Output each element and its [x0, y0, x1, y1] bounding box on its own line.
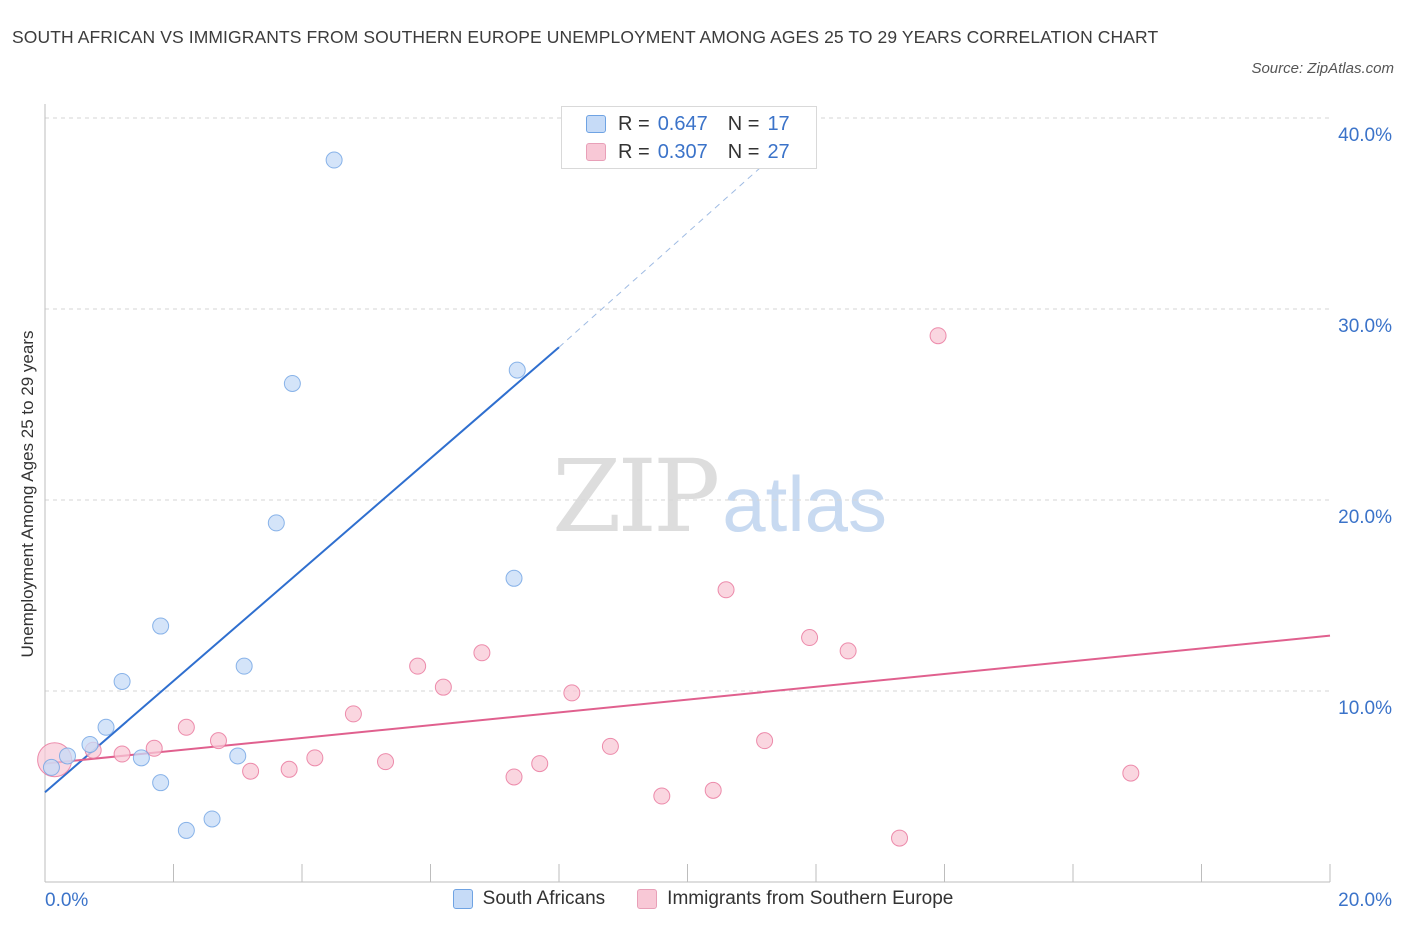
legend-n-label: N = [727, 140, 760, 163]
point-southern-europe [409, 657, 427, 675]
point-southern-europe [280, 760, 298, 778]
chart-title: SOUTH AFRICAN VS IMMIGRANTS FROM SOUTHER… [12, 27, 1159, 47]
point-southern-europe [306, 749, 324, 767]
point-south-africans [152, 617, 170, 635]
point-south-africans [113, 672, 131, 690]
point-south-africans [508, 361, 526, 379]
legend-swatch-southern-europe [637, 889, 658, 909]
legend-item-southern-europe[interactable]: Immigrants from Southern Europe [637, 888, 953, 910]
point-southern-europe [344, 705, 362, 723]
x-tick-label: 0.0% [45, 890, 89, 911]
watermark: ZIPatlas [552, 438, 887, 555]
data-points [37, 151, 1140, 847]
y-tick-label: 30.0% [1338, 316, 1392, 337]
point-southern-europe [473, 644, 491, 662]
point-south-africans [97, 718, 115, 736]
x-tick-label: 20.0% [1338, 890, 1392, 911]
y-axis-label: Unemployment Among Ages 25 to 29 years [18, 330, 37, 658]
y-tick-label: 10.0% [1338, 698, 1392, 719]
point-southern-europe [1122, 764, 1140, 782]
point-south-africans [235, 657, 253, 675]
point-south-africans [267, 514, 285, 532]
y-tick-label: 40.0% [1338, 125, 1392, 146]
legend-r-value: 0.307 [657, 140, 708, 163]
point-south-africans [229, 747, 247, 765]
point-south-africans [505, 569, 523, 587]
point-southern-europe [891, 829, 909, 847]
gridlines [45, 117, 1330, 692]
legend-r-label: R = [618, 140, 650, 163]
legend-swatch-south-africans [452, 889, 473, 909]
point-south-africans [152, 774, 170, 792]
point-southern-europe [377, 753, 395, 771]
legend-r-label: R = [618, 112, 650, 135]
legend-n-value: 17 [767, 112, 790, 135]
point-south-africans [58, 747, 76, 765]
legend-n-value: 27 [767, 140, 790, 163]
point-south-africans [177, 821, 195, 839]
y-tick-label: 20.0% [1338, 507, 1392, 528]
point-southern-europe [601, 737, 619, 755]
point-southern-europe [209, 732, 227, 750]
legend-swatch-blue [586, 115, 606, 133]
point-southern-europe [505, 768, 523, 786]
legend-n-label: N = [727, 112, 760, 135]
series-legend: South Africans Immigrants from Southern … [0, 888, 1406, 910]
point-southern-europe [113, 745, 131, 763]
point-southern-europe [242, 762, 260, 780]
legend-label-south-africans: South Africans [482, 888, 606, 909]
legend-r-value: 0.647 [657, 112, 708, 135]
point-south-africans [325, 151, 343, 169]
legend-label-southern-europe: Immigrants from Southern Europe [667, 888, 954, 909]
point-south-africans [203, 810, 221, 828]
point-southern-europe [145, 739, 163, 757]
axes [44, 104, 1331, 883]
point-southern-europe [756, 732, 774, 750]
point-southern-europe [929, 327, 947, 345]
point-southern-europe [704, 781, 722, 799]
point-southern-europe [717, 581, 735, 599]
source-label: Source: ZipAtlas.com [1251, 60, 1394, 77]
watermark-zip: ZIP [552, 438, 720, 555]
correlation-legend: R = 0.647 N = 17 R = 0.307 N = 27 [561, 106, 817, 169]
point-southern-europe [434, 678, 452, 696]
point-south-africans [42, 758, 60, 776]
legend-swatch-pink [586, 143, 606, 161]
point-southern-europe [653, 787, 671, 805]
legend-item-south-africans[interactable]: South Africans [452, 888, 606, 910]
trend-line [44, 346, 560, 793]
watermark-atlas: atlas [722, 460, 888, 548]
trend-line [44, 634, 1331, 765]
point-south-africans [81, 735, 99, 753]
point-southern-europe [531, 755, 549, 773]
point-south-africans [283, 374, 301, 392]
point-south-africans [132, 749, 150, 767]
legend-row-south-africans: R = 0.647 N = 17 [586, 111, 790, 137]
point-southern-europe [839, 642, 857, 660]
point-southern-europe [563, 684, 581, 702]
point-southern-europe [801, 629, 819, 647]
legend-row-southern-europe: R = 0.307 N = 27 [586, 139, 790, 165]
point-southern-europe [177, 718, 195, 736]
